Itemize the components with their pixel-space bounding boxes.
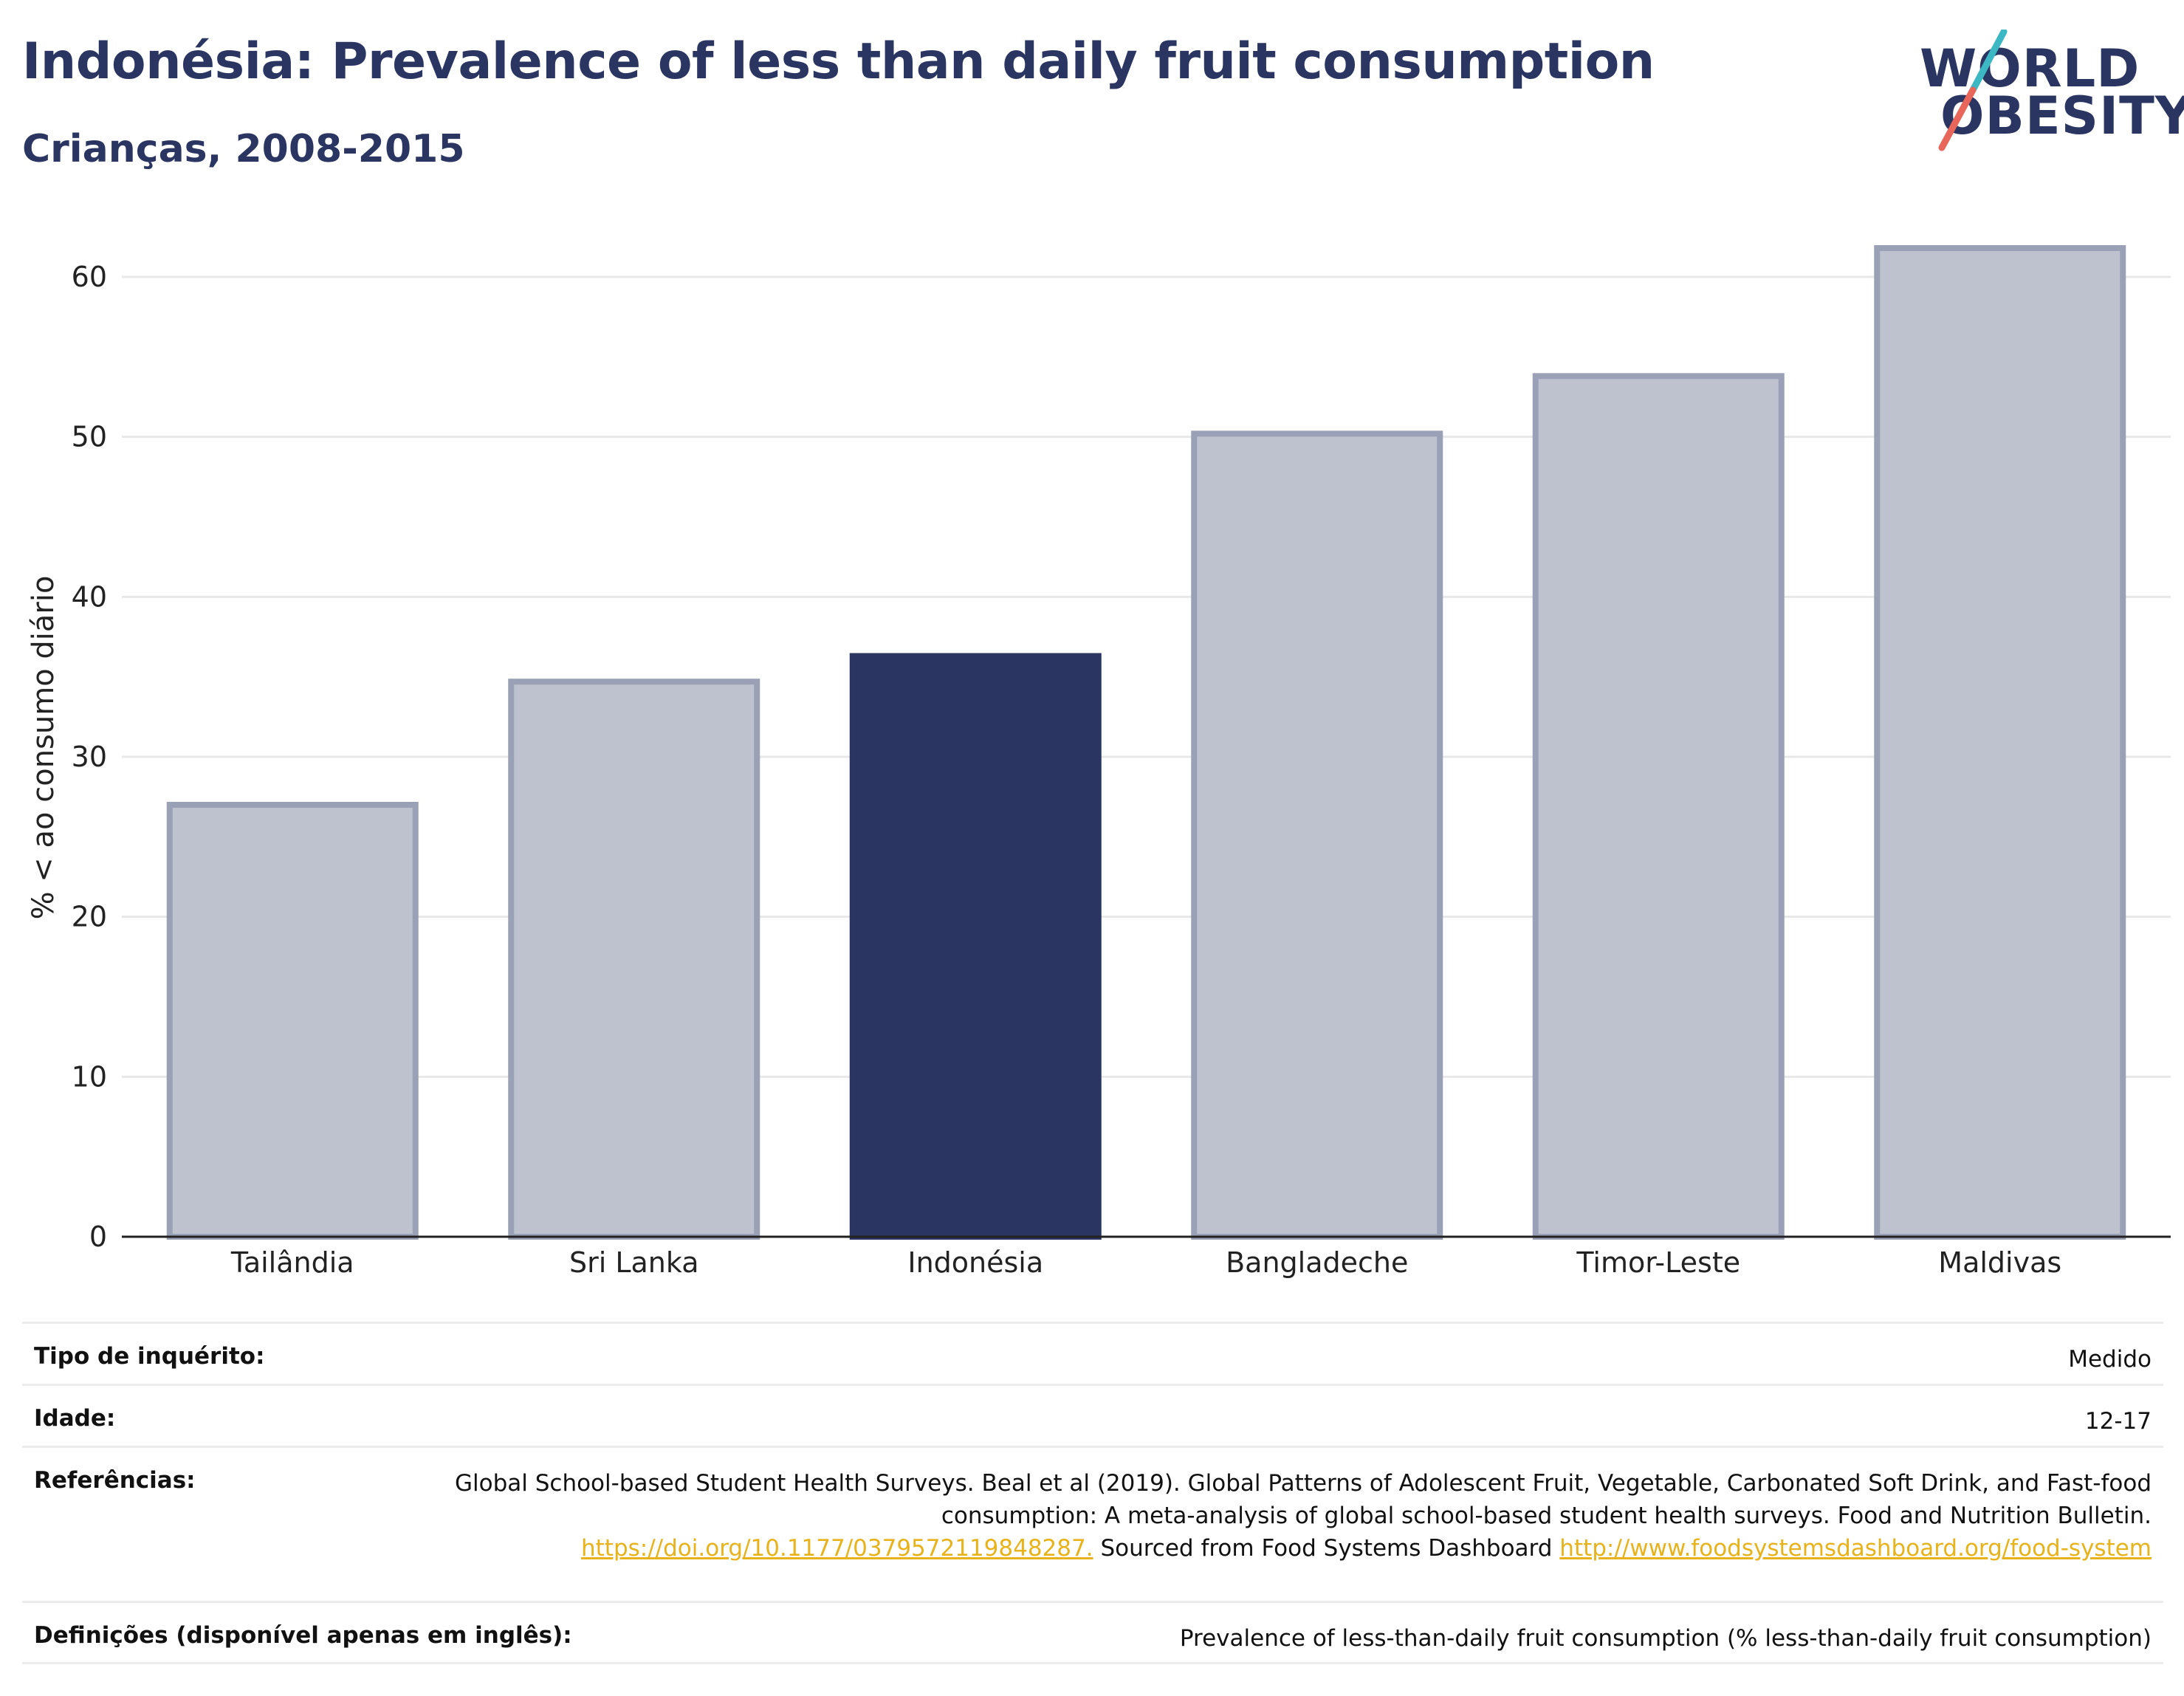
bar — [508, 679, 760, 1240]
y-tick-label: 50 — [72, 421, 107, 453]
logo-line-2: OBESITY — [1940, 86, 2184, 146]
survey-type-label: Tipo de inquérito: — [34, 1343, 265, 1370]
bar — [849, 653, 1102, 1240]
references-value: Global School-based Student Health Surve… — [453, 1467, 2152, 1565]
survey-type-value: Medido — [2068, 1346, 2152, 1373]
logo-slash-icon — [1938, 30, 2008, 151]
x-tick-label: Tailândia — [230, 1246, 354, 1279]
doi-link[interactable]: https://doi.org/10.1177/0379572119848287… — [581, 1535, 1093, 1562]
bar — [1191, 430, 1443, 1240]
y-axis-title: % < ao consumo diário — [27, 576, 61, 920]
x-tick-label: Timor-Leste — [1576, 1246, 1740, 1279]
age-label: Idade: — [34, 1405, 116, 1432]
y-tick-label: 20 — [72, 901, 107, 933]
references-text: Global School-based Student Health Surve… — [454, 1470, 2152, 1529]
definitions-value: Prevalence of less-than-daily fruit cons… — [1179, 1625, 2152, 1652]
y-tick-label: 30 — [72, 741, 107, 773]
age-row: Idade: 12-17 — [22, 1384, 2163, 1446]
definitions-label: Definições (disponível apenas em inglês)… — [34, 1622, 572, 1649]
logo-line-1: WORLD — [1920, 38, 2140, 99]
y-tick-label: 10 — [72, 1060, 107, 1093]
x-tick-label: Sri Lanka — [569, 1246, 699, 1279]
chart-subtitle: Crianças, 2008-2015 — [22, 127, 465, 171]
x-tick-label: Indonésia — [907, 1246, 1043, 1279]
y-tick-label: 40 — [72, 580, 107, 613]
bar-chart: 0 10 20 30 40 50 60 Tailândia Sri Lanka Indonésia… — [27, 245, 2171, 1279]
chart-title: Indonésia: Prevalence of less than daily… — [22, 32, 1655, 91]
x-tick-label: Maldivas — [1938, 1246, 2061, 1279]
references-row: Referências: Global School-based Student… — [22, 1446, 2163, 1601]
food-systems-link[interactable]: http://www.foodsystemsdashboard.org/food… — [1559, 1535, 2152, 1562]
world-obesity-logo: WORLD OBESITY — [1920, 30, 2184, 159]
survey-type-row: Tipo de inquérito: Medido — [22, 1322, 2163, 1384]
x-tick-label: Bangladeche — [1226, 1246, 1408, 1279]
age-value: 12-17 — [2084, 1408, 2152, 1435]
references-source-text: Sourced from Food Systems Dashboard — [1100, 1535, 1553, 1562]
y-tick-label: 0 — [89, 1220, 107, 1253]
bar — [1874, 245, 2126, 1240]
definitions-row: Definições (disponível apenas em inglês)… — [22, 1601, 2163, 1664]
y-tick-label: 60 — [72, 261, 107, 293]
bar — [166, 802, 419, 1240]
references-label: Referências: — [34, 1467, 196, 1494]
details-table: Tipo de inquérito: Medido Idade: 12-17 R… — [22, 1322, 2163, 1664]
bar — [1532, 373, 1785, 1240]
